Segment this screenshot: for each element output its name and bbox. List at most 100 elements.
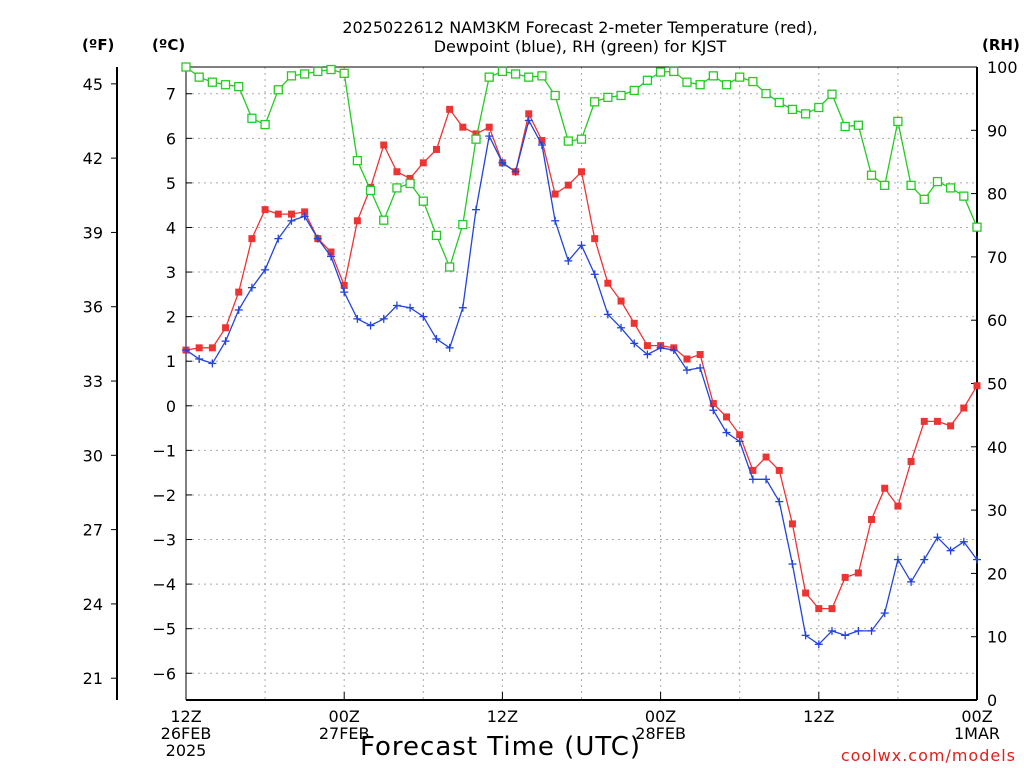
rh-point bbox=[655, 67, 666, 77]
dewpoint-point bbox=[524, 116, 533, 125]
dewpoint-point bbox=[379, 314, 388, 323]
x-tick-label: 26FEB bbox=[161, 724, 212, 743]
rh-point bbox=[800, 109, 811, 119]
credit-link[interactable]: coolwx.com/models bbox=[840, 746, 1016, 765]
dewpoint-point bbox=[287, 216, 296, 225]
temperature-point bbox=[472, 130, 480, 138]
dewpoint-point bbox=[537, 141, 546, 150]
rh-point bbox=[273, 85, 283, 95]
temperature-point bbox=[340, 281, 348, 289]
temperature-point bbox=[446, 105, 454, 113]
fahrenheit-unit-label: (ºF) bbox=[82, 36, 115, 54]
x-tick-label: 28FEB bbox=[635, 724, 686, 743]
rh-point bbox=[616, 90, 626, 101]
rh-point bbox=[497, 66, 508, 77]
rh-point bbox=[524, 72, 534, 82]
rh-point bbox=[260, 119, 270, 130]
dewpoint-point bbox=[419, 312, 428, 321]
temperature-point bbox=[195, 344, 203, 352]
dewpoint-point bbox=[617, 323, 626, 332]
rh-tick-label: 30 bbox=[987, 501, 1007, 520]
temperature-point bbox=[643, 342, 651, 350]
x-tick-label: 27FEB bbox=[319, 724, 370, 743]
rh-point bbox=[484, 72, 494, 82]
fahrenheit-tick-label: 21 bbox=[83, 669, 103, 688]
dewpoint-point bbox=[551, 216, 560, 225]
temperature-point bbox=[973, 382, 981, 390]
dewpoint-point bbox=[300, 212, 309, 221]
temperature-point bbox=[960, 404, 968, 412]
rh-point bbox=[708, 71, 718, 81]
rh-tick-label: 50 bbox=[987, 375, 1007, 394]
celsius-tick-label: −6 bbox=[152, 664, 176, 683]
series-rh bbox=[181, 62, 982, 272]
fahrenheit-tick-label: 45 bbox=[83, 75, 103, 94]
temperature-point bbox=[802, 589, 810, 597]
temperature-point bbox=[736, 431, 744, 439]
temperature-point bbox=[485, 123, 493, 131]
rh-point bbox=[972, 222, 982, 232]
celsius-tick-label: 3 bbox=[166, 263, 176, 282]
dewpoint-point bbox=[564, 256, 573, 265]
dewpoint-point bbox=[669, 346, 678, 355]
rh-point bbox=[840, 121, 850, 132]
chart-title: 2025022612 NAM3KM Forecast 2-meter Tempe… bbox=[200, 18, 960, 56]
temperature-point bbox=[762, 453, 770, 461]
rh-point bbox=[932, 176, 943, 187]
temperature-point bbox=[564, 181, 572, 189]
dewpoint-point bbox=[735, 437, 744, 446]
dewpoint-point bbox=[432, 334, 441, 343]
temperature-point bbox=[894, 502, 902, 510]
rh-tick-label: 0 bbox=[987, 691, 997, 710]
rh-point bbox=[603, 92, 613, 103]
temperature-point bbox=[683, 355, 691, 363]
rh-point bbox=[392, 183, 402, 193]
grid-lines bbox=[186, 67, 977, 700]
dewpoint-point bbox=[722, 428, 731, 437]
rh-tick-label: 100 bbox=[987, 58, 1018, 77]
rh-point bbox=[510, 69, 521, 79]
rh-point bbox=[642, 75, 653, 85]
temperature-point bbox=[591, 235, 599, 243]
celsius-tick-label: −1 bbox=[152, 441, 176, 460]
dewpoint-point bbox=[340, 288, 349, 297]
dewpoint-point bbox=[762, 475, 771, 484]
rh-point bbox=[194, 72, 204, 82]
celsius-tick-label: 0 bbox=[166, 397, 176, 416]
x-tick-label: 1MAR bbox=[954, 724, 1000, 743]
rh-tick-label: 90 bbox=[987, 121, 1007, 140]
temperature-point bbox=[854, 569, 862, 577]
temperature-point bbox=[538, 137, 546, 145]
dewpoint-point bbox=[182, 346, 190, 355]
dewpoint-point bbox=[590, 270, 599, 279]
rh-point bbox=[669, 66, 679, 77]
temperature-point bbox=[815, 605, 823, 613]
temperature-point bbox=[353, 217, 361, 225]
rh-point bbox=[445, 262, 455, 272]
rh-point bbox=[629, 85, 639, 96]
fahrenheit-tick-label: 36 bbox=[83, 298, 103, 317]
temperature-point bbox=[696, 351, 704, 359]
dewpoint-point bbox=[327, 252, 336, 261]
dewpoint-point bbox=[234, 305, 243, 314]
dewpoint-point bbox=[498, 158, 507, 167]
rh-point bbox=[945, 183, 956, 193]
temperature-point bbox=[723, 413, 731, 421]
dewpoint-point bbox=[261, 265, 270, 274]
rh-point bbox=[761, 88, 771, 99]
x-tick-label: 00Z bbox=[329, 707, 360, 726]
dewpoint-point bbox=[353, 314, 362, 323]
rh-point bbox=[431, 230, 442, 241]
temperature-line bbox=[185, 107, 978, 610]
dewpoint-point bbox=[313, 234, 322, 243]
temperature-point bbox=[881, 484, 889, 492]
dewpoint-point bbox=[392, 301, 401, 310]
dewpoint-point bbox=[788, 560, 797, 569]
celsius-tick-label: 4 bbox=[166, 218, 176, 237]
rh-point bbox=[405, 178, 415, 189]
rh-point bbox=[563, 136, 573, 146]
fahrenheit-tick-label: 39 bbox=[83, 223, 103, 242]
celsius-tick-label: 6 bbox=[166, 129, 176, 148]
rh-point bbox=[299, 69, 310, 79]
